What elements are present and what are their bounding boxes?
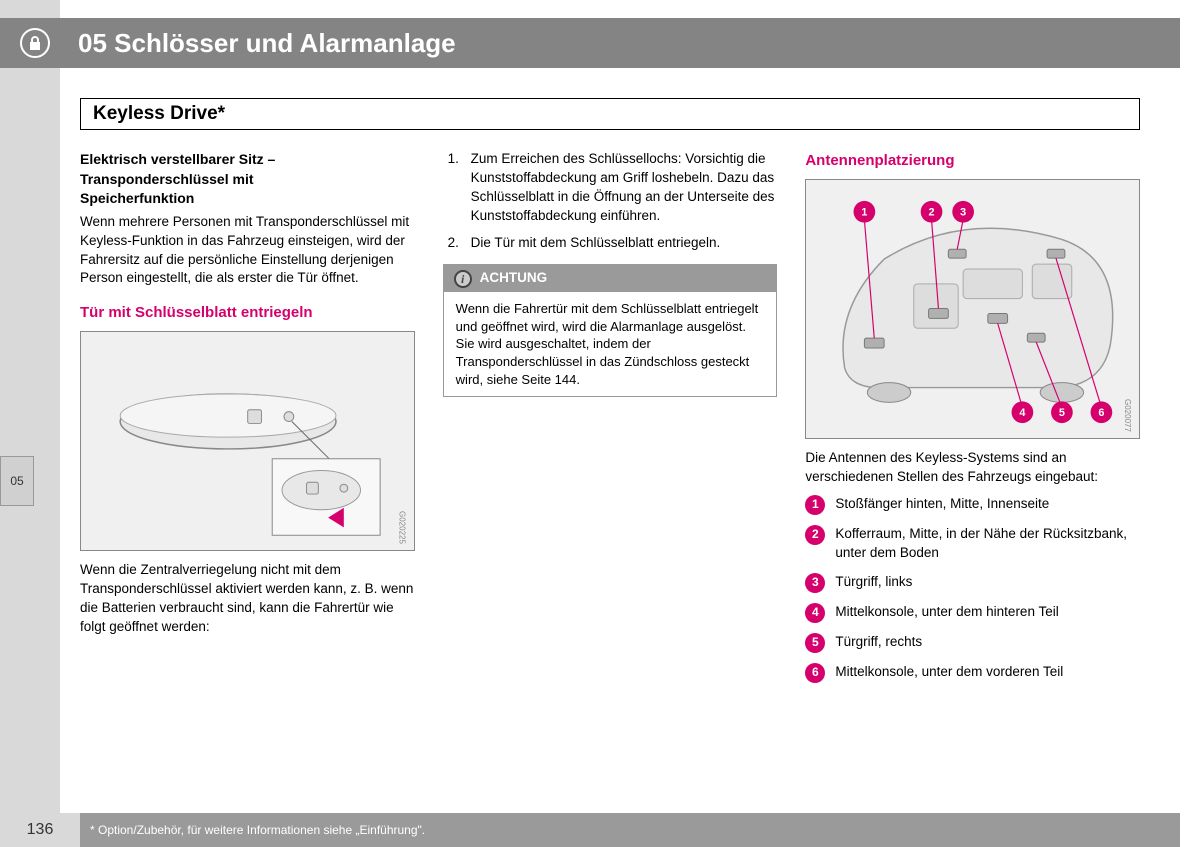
pink-heading: Tür mit Schlüsselblatt entriegeln (80, 302, 415, 323)
section-title: Keyless Drive* (80, 98, 1140, 130)
column-3: Antennenplatzierung (805, 150, 1140, 767)
item-text: Türgriff, rechts (835, 633, 922, 652)
list-item: 6 Mittelkonsole, unter dem vorderen Teil (805, 663, 1140, 683)
chapter-tab: 05 (0, 456, 34, 506)
list-item: Zum Erreichen des Schlüssellochs: Vorsic… (463, 150, 778, 226)
achtung-body: Wenn die Fahrertür mit dem Schlüsselblat… (444, 292, 777, 396)
list-item: 2 Kofferraum, Mitte, in der Nähe der Rück… (805, 525, 1140, 563)
door-handle-illustration: G020225 (80, 331, 415, 551)
pink-heading: Antennenplatzierung (805, 150, 1140, 171)
footnote: * Option/Zubehör, für weitere Informatio… (90, 823, 425, 837)
subheading-1: Elektrisch verstellbarer Sitz – Transpon… (80, 150, 415, 209)
item-text: Kofferraum, Mitte, in der Nähe der Rücks… (835, 525, 1140, 563)
list-item: 5 Türgriff, rechts (805, 633, 1140, 653)
info-icon: i (454, 270, 472, 288)
subheading-line: Transponderschlüssel mit (80, 171, 254, 187)
subheading-line: Elektrisch verstellbarer Sitz – (80, 151, 275, 167)
illustration-id: G020077 (1122, 399, 1133, 432)
list-item: 4 Mittelkonsole, unter dem hinteren Teil (805, 603, 1140, 623)
achtung-box: i ACHTUNG Wenn die Fahrertür mit dem Sch… (443, 264, 778, 397)
item-text: Mittelkonsole, unter dem hinteren Teil (835, 603, 1058, 622)
page-footer: 136 * Option/Zubehör, für weitere Inform… (0, 813, 1180, 847)
page-number: 136 (0, 813, 80, 847)
num-badge-4: 4 (805, 603, 825, 623)
svg-text:4: 4 (1019, 408, 1025, 420)
num-badge-5: 5 (805, 633, 825, 653)
lock-icon (20, 28, 50, 58)
achtung-title: ACHTUNG (480, 269, 548, 288)
column-1: Elektrisch verstellbarer Sitz – Transpon… (80, 150, 415, 767)
content-columns: Elektrisch verstellbarer Sitz – Transpon… (80, 150, 1140, 767)
svg-text:3: 3 (960, 207, 966, 219)
paragraph: Wenn die Zentralverriegelung nicht mit d… (80, 561, 415, 637)
chapter-title: 05 Schlösser und Alarmanlage (78, 28, 456, 59)
paragraph: Die Antennen des Keyless-Systems sind an… (805, 449, 1140, 487)
numbered-list: Zum Erreichen des Schlüssellochs: Vorsic… (463, 150, 778, 252)
paragraph: Wenn mehrere Personen mit Transpondersch… (80, 213, 415, 289)
list-item: Die Tür mit dem Schlüsselblatt entriegel… (463, 234, 778, 253)
num-badge-1: 1 (805, 495, 825, 515)
antenna-list: 1 Stoßfänger hinten, Mitte, Innenseite 2K… (805, 495, 1140, 683)
item-text: Mittelkonsole, unter dem vorderen Teil (835, 663, 1063, 682)
num-badge-6: 6 (805, 663, 825, 683)
list-item: 3 Türgriff, links (805, 573, 1140, 593)
left-margin-bg (0, 0, 60, 847)
achtung-header: i ACHTUNG (444, 265, 777, 292)
svg-text:2: 2 (928, 207, 934, 219)
num-badge-3: 3 (805, 573, 825, 593)
antenna-illustration: 1 2 3 4 5 6 G020077 (805, 179, 1140, 439)
chapter-header: 05 Schlösser und Alarmanlage (0, 18, 1180, 68)
item-text: Stoßfänger hinten, Mitte, Innenseite (835, 495, 1049, 514)
item-text: Türgriff, links (835, 573, 912, 592)
svg-text:6: 6 (1098, 408, 1104, 420)
column-2: Zum Erreichen des Schlüssellochs: Vorsic… (443, 150, 778, 767)
list-item: 1 Stoßfänger hinten, Mitte, Innenseite (805, 495, 1140, 515)
subheading-line: Speicherfunktion (80, 190, 194, 206)
svg-text:5: 5 (1059, 408, 1065, 420)
num-badge-2: 2 (805, 525, 825, 545)
svg-text:1: 1 (861, 207, 867, 219)
illustration-id: G020225 (396, 511, 407, 544)
